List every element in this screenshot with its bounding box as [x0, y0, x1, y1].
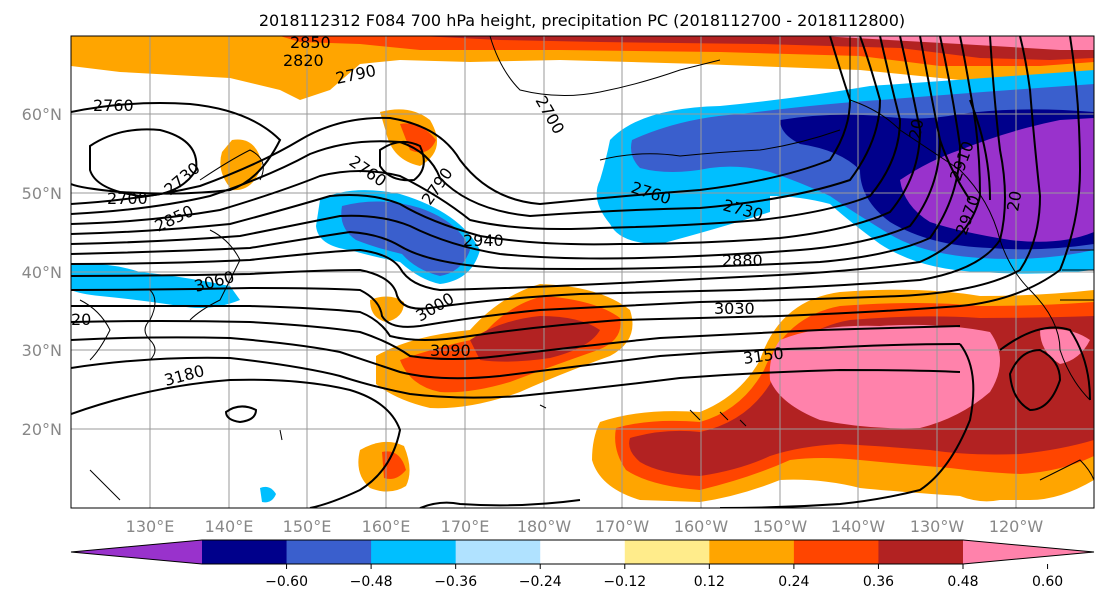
colorbar-block: [624, 540, 710, 564]
lon-label: 160°E: [362, 517, 411, 536]
colorbar-tick-label: 0.24: [778, 574, 809, 590]
lon-label: 180°W: [517, 517, 572, 536]
lat-label: 40°N: [22, 263, 62, 282]
contour-label: 20: [71, 310, 91, 329]
latitude-labels: 20°N 30°N 40°N 50°N 60°N: [22, 105, 62, 439]
colorbar-block: [455, 540, 541, 564]
colorbar-tick-label: −0.36: [434, 574, 477, 590]
colorbar-tick-label: −0.60: [265, 574, 308, 590]
graticule: [71, 36, 1094, 508]
colorbar-extend-low: [71, 540, 202, 564]
contour-label: 2940: [463, 231, 504, 250]
colorbar-block: [709, 540, 795, 564]
colorbar-tick-label: 0.36: [863, 574, 894, 590]
lon-label: 140°E: [205, 517, 254, 536]
colorbar-block: [371, 540, 457, 564]
colorbar-tick-label: −0.24: [519, 574, 562, 590]
colorbar-tick-label: −0.48: [350, 574, 393, 590]
contour-label: 2850: [290, 33, 331, 52]
map-panel: 2850 2820 2790 2760 2700 2730 2850 3060 …: [71, 33, 1094, 508]
longitude-labels: 130°E 140°E 150°E 160°E 170°E 180°W 170°…: [126, 517, 1044, 536]
colorbar-extend-high: [963, 540, 1094, 564]
contour-label: 2760: [93, 96, 134, 115]
lat-label: 50°N: [22, 184, 62, 203]
contour-label: 2880: [722, 251, 763, 270]
colorbar-block: [540, 540, 626, 564]
contour-label: 20: [905, 117, 927, 140]
lon-label: 170°W: [595, 517, 650, 536]
colorbar: −0.60 −0.48 −0.36 −0.24 −0.12 0.12 0.24 0.36 0.4…: [70, 539, 1095, 590]
colorbar-block: [286, 540, 372, 564]
lon-label: 130°W: [910, 517, 965, 536]
lat-label: 30°N: [22, 341, 62, 360]
colorbar-blocks: [70, 539, 1095, 565]
colorbar-block: [878, 540, 964, 564]
colorbar-block: [202, 540, 288, 564]
contour-label: 2700: [107, 189, 148, 208]
lat-label: 20°N: [22, 420, 62, 439]
contour-label: 3090: [430, 341, 471, 360]
lon-label: 150°W: [753, 517, 808, 536]
coastlines: [79, 36, 1094, 501]
contour-label: 2820: [283, 51, 324, 70]
colorbar-tick-label: 0.60: [1032, 574, 1063, 590]
map-title: 2018112312 F084 700 hPa height, precipit…: [259, 11, 905, 30]
lon-label: 130°E: [126, 517, 175, 536]
colorbar-tick-label: −0.12: [603, 574, 646, 590]
contour-label: 20: [1003, 189, 1025, 212]
lon-label: 150°E: [283, 517, 332, 536]
lon-label: 160°W: [674, 517, 729, 536]
colorbar-tick-label: 0.12: [694, 574, 725, 590]
lon-label: 120°W: [989, 517, 1044, 536]
contour-label: 3030: [714, 299, 755, 318]
colorbar-ticks: −0.60 −0.48 −0.36 −0.24 −0.12 0.12 0.24 0.36 0.4…: [265, 564, 1063, 590]
map-frame: [70, 35, 1095, 509]
colorbar-outline: [70, 539, 1095, 565]
height-contours: [71, 36, 1091, 508]
lon-label: 170°E: [441, 517, 490, 536]
colorbar-block: [793, 540, 879, 564]
lat-label: 60°N: [22, 105, 62, 124]
lon-label: 140°W: [831, 517, 886, 536]
colorbar-tick-label: 0.48: [947, 574, 978, 590]
